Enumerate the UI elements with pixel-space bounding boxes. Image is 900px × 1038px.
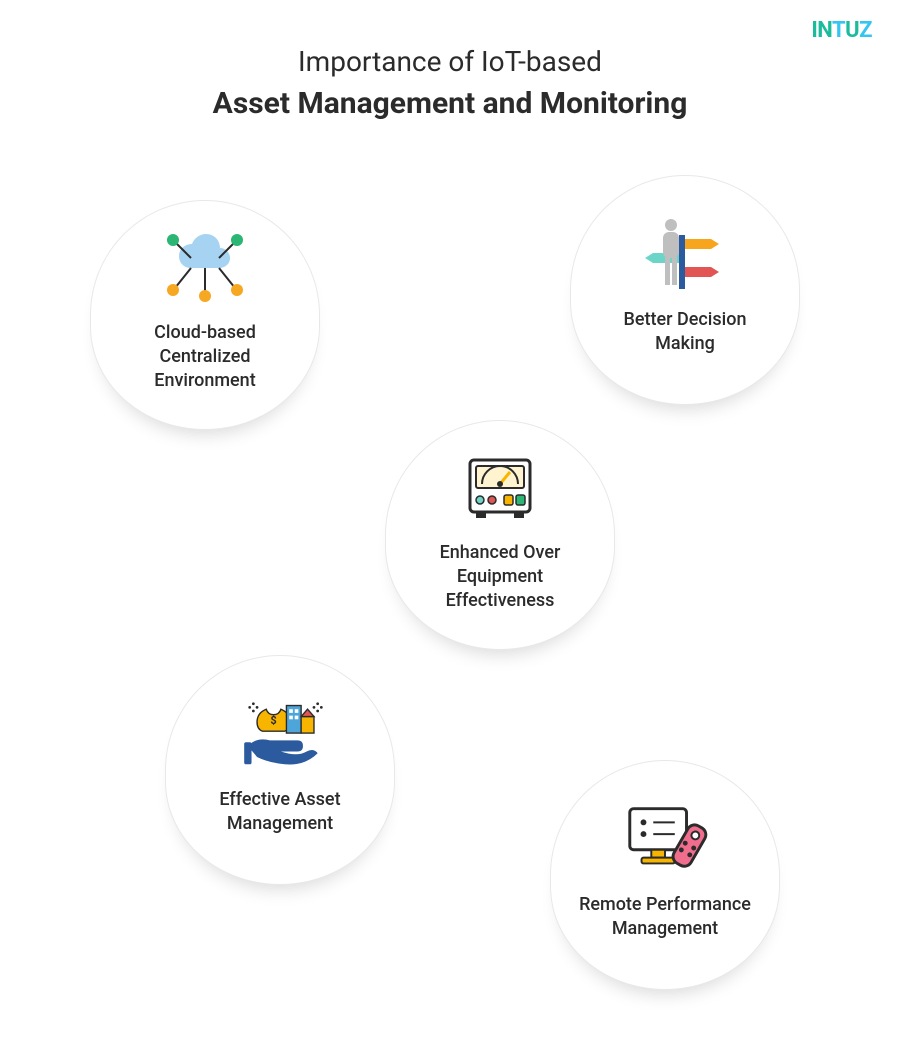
card-label: Cloud-based Centralized Environment (119, 321, 291, 394)
title-subheading: Importance of IoT-based (0, 45, 900, 78)
card-decision: Better Decision Making (570, 175, 800, 405)
card-cloud: Cloud-based Centralized Environment (90, 200, 320, 430)
card-label: Remote Performance Management (579, 893, 751, 942)
card-remote: Remote Performance Management (550, 760, 780, 990)
card-asset: $ Effective Asset Management (165, 655, 395, 885)
card-label: Effective Asset Management (194, 788, 366, 837)
card-label: Better Decision Making (599, 308, 771, 357)
asset-icon: $ (235, 694, 325, 774)
cloud-icon (160, 227, 250, 307)
card-equipment: Enhanced Over Equipment Effectiveness (385, 420, 615, 650)
title-heading: Asset Management and Monitoring (0, 86, 900, 121)
equipment-icon (455, 447, 545, 527)
remote-icon (620, 799, 710, 879)
decision-icon (640, 214, 730, 294)
svg-text:$: $ (270, 714, 276, 727)
brand-logo: INTUZ (811, 18, 872, 43)
page-title: Importance of IoT-based Asset Management… (0, 0, 900, 121)
card-label: Enhanced Over Equipment Effectiveness (414, 541, 586, 614)
